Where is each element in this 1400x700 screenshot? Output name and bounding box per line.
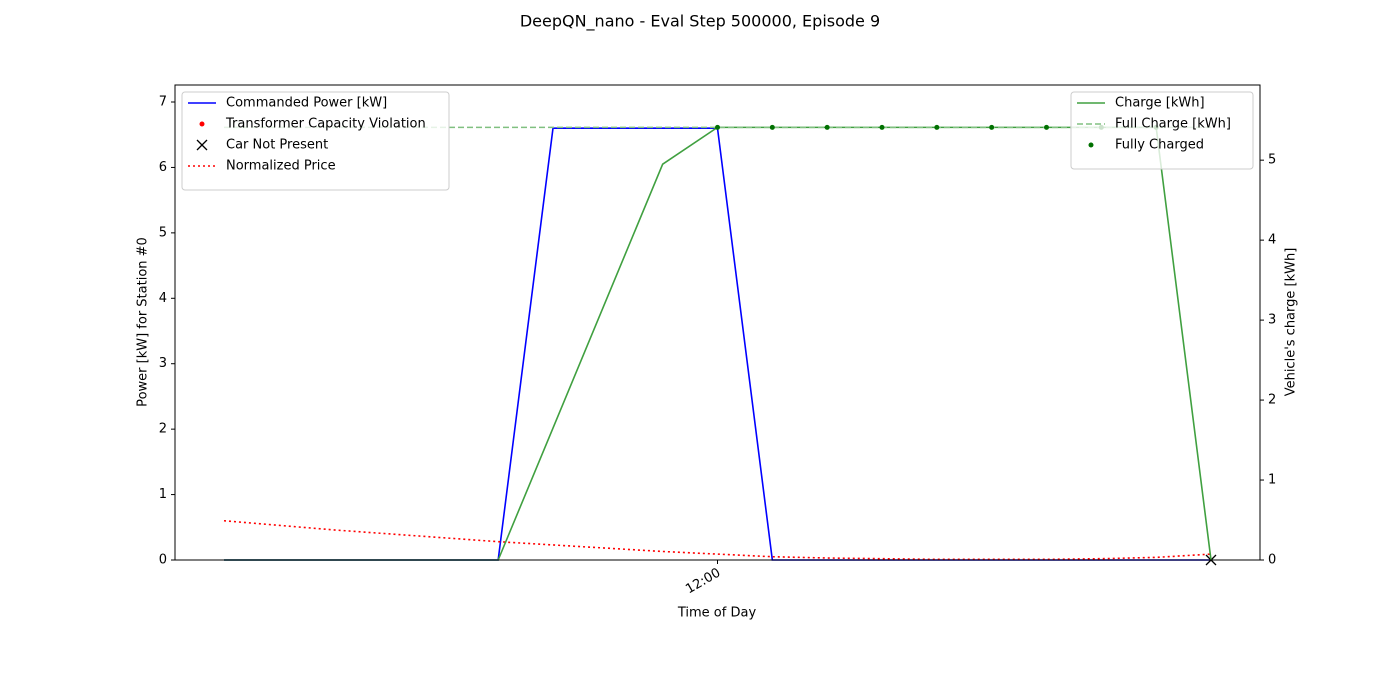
y2-tick-label: 2 xyxy=(1268,393,1276,408)
series-line xyxy=(224,126,1212,561)
legend-frame xyxy=(181,91,450,191)
y2-tick-label: 0 xyxy=(1268,553,1276,568)
chart-title: DeepQN_nano - Eval Step 500000, Episode … xyxy=(520,12,880,32)
y-tick-label: 5 xyxy=(159,225,167,240)
series-line xyxy=(223,519,1212,561)
series-marker xyxy=(769,124,775,130)
legend-label: Commanded Power [kW] xyxy=(226,96,387,111)
legend-label: Full Charge [kWh] xyxy=(1115,117,1231,132)
y2-tick-label: 1 xyxy=(1268,473,1276,488)
y-tick-label: 4 xyxy=(159,291,167,306)
legend-label: Charge [kWh] xyxy=(1115,96,1205,111)
legend-label: Car Not Present xyxy=(226,138,328,153)
legend-swatch xyxy=(1088,142,1094,148)
y-tick-label: 7 xyxy=(159,95,167,110)
y-tick-label: 1 xyxy=(159,487,167,502)
series-line xyxy=(224,127,1211,561)
legend-label: Fully Charged xyxy=(1115,138,1204,153)
y-axis-label: Power [kW] for Station #0 xyxy=(136,237,151,407)
y2-axis-label: Vehicle's charge [kWh] xyxy=(1284,248,1299,397)
legend: Commanded Power [kW] Transformer Capacity… xyxy=(188,96,426,174)
y-tick-label: 3 xyxy=(159,356,167,371)
legend: Charge [kWh] Full Charge [kWh] Fully Charg… xyxy=(1077,96,1231,153)
y-tick-label: 0 xyxy=(159,553,167,568)
legend-label: Transformer Capacity Violation xyxy=(225,117,426,132)
legend-swatch xyxy=(196,139,208,151)
series-marker xyxy=(824,124,830,130)
series-marker xyxy=(989,124,995,130)
plot-frame xyxy=(174,84,1261,561)
y2-tick-label: 4 xyxy=(1268,233,1276,248)
legend-swatch xyxy=(199,121,205,127)
series-marker xyxy=(1044,124,1049,130)
y2-tick-label: 5 xyxy=(1268,153,1276,168)
series-marker xyxy=(934,124,940,130)
legend-label: Normalized Price xyxy=(226,159,336,174)
series-marker xyxy=(715,124,720,130)
legend-frame xyxy=(1070,91,1254,170)
y2-tick-label: 3 xyxy=(1268,313,1276,328)
y-tick-label: 6 xyxy=(159,160,167,175)
y-tick-label: 2 xyxy=(159,422,167,437)
x-tick-label: 12:00 xyxy=(683,566,723,598)
x-axis-label: Time of Day xyxy=(677,606,757,621)
series-marker xyxy=(879,124,885,130)
